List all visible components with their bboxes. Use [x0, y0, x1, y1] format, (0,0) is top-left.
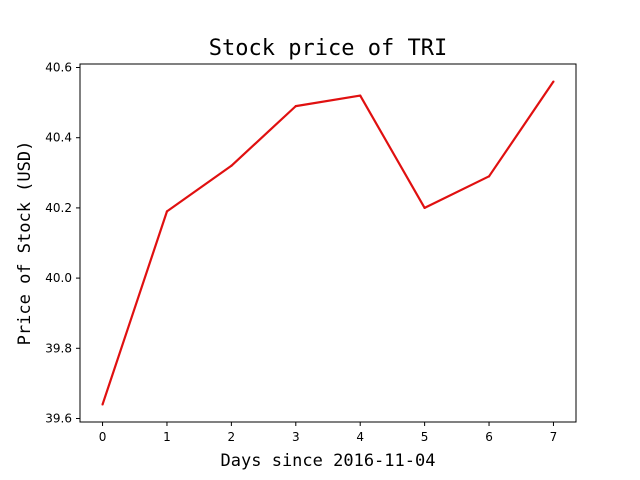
y-tick-label: 39.8	[45, 341, 72, 355]
data-point	[423, 206, 426, 210]
x-tick-label: 5	[421, 430, 429, 444]
x-tick-label: 4	[356, 430, 364, 444]
x-axis: 0 1 2 3 4 5 6 7	[99, 422, 558, 444]
x-tick-label: 3	[292, 430, 300, 444]
data-point	[552, 80, 555, 83]
x-tick-label: 6	[485, 430, 493, 444]
y-tick-label: 39.6	[45, 411, 72, 425]
data-point	[165, 210, 169, 213]
x-tick-label: 2	[228, 430, 236, 444]
x-axis-label: Days since 2016-11-04	[221, 451, 436, 471]
plot-area	[79, 63, 577, 423]
y-axis-label: Price of Stock (USD)	[15, 141, 35, 346]
series-layer	[101, 80, 555, 406]
y-tick-label: 40.0	[45, 271, 72, 285]
y-axis: 39.6 39.8 40.0 40.2 40.4 40.6	[45, 61, 80, 425]
data-point	[359, 94, 362, 97]
y-tick-label: 40.6	[45, 61, 72, 75]
data-point	[101, 403, 104, 406]
data-point	[294, 105, 297, 108]
x-tick-label: 1	[163, 430, 171, 444]
x-tick-label: 7	[550, 430, 558, 444]
y-tick-label: 40.4	[45, 131, 72, 145]
data-point	[230, 164, 233, 167]
data-point	[487, 175, 491, 178]
series-line	[101, 80, 555, 405]
chart-title: Stock price of TRI	[209, 36, 447, 61]
y-tick-label: 40.2	[45, 201, 72, 215]
x-tick-label: 0	[99, 430, 107, 444]
